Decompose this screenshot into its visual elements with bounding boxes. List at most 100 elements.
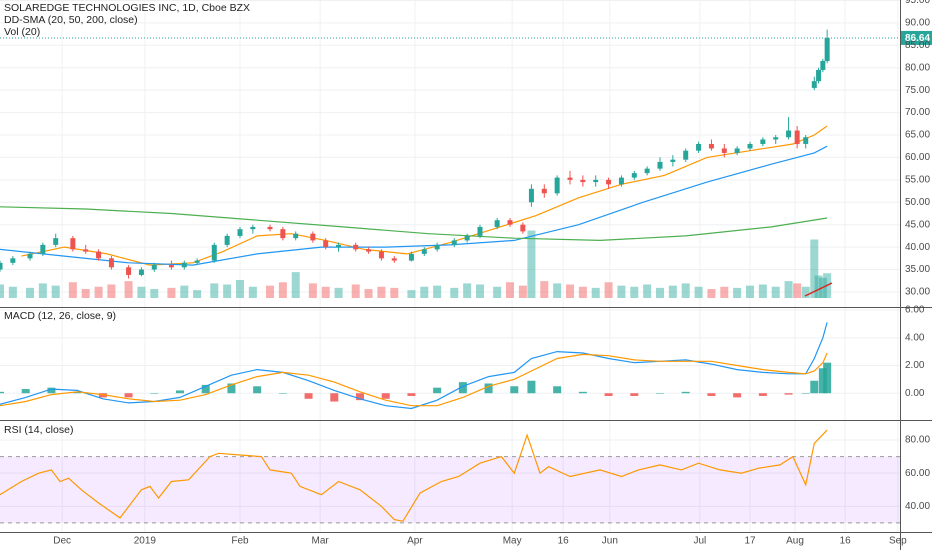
volume-bar (407, 290, 416, 298)
histogram-bar (381, 393, 390, 399)
volume-bar (38, 283, 47, 298)
histogram-bar (304, 393, 313, 399)
candle-body (408, 253, 414, 261)
candle-body (391, 258, 397, 261)
volume-bar (377, 286, 386, 298)
volume-bar (278, 282, 287, 298)
candle-body (378, 251, 384, 259)
volume-bar (94, 286, 103, 298)
histogram-bar (150, 393, 159, 394)
histogram-bar (510, 386, 519, 394)
volume-bar (771, 286, 780, 298)
y-tick-label: 45.00 (905, 219, 930, 230)
histogram-bar (758, 393, 767, 396)
y-tick-label: 50.00 (905, 197, 930, 208)
volume-bar (733, 287, 742, 298)
volume-bar (540, 281, 549, 298)
volume-bar (321, 286, 330, 298)
volume-bar (694, 286, 703, 298)
sma-line (0, 206, 828, 242)
y-tick-label: 6.00 (905, 305, 925, 316)
volume-bar (420, 286, 429, 298)
histogram-bar (356, 393, 364, 401)
y-tick-label: 90.00 (905, 18, 930, 29)
volume-bar (527, 230, 536, 298)
x-tick-label: 16 (840, 536, 852, 547)
volume-bar (604, 282, 613, 298)
candle-body (721, 148, 727, 153)
candle-body (250, 226, 256, 230)
volume-bar (107, 284, 116, 298)
candle-body (554, 177, 560, 194)
histogram-bar (823, 362, 832, 394)
y-tick-label: 0.00 (905, 388, 925, 399)
pane-title: MACD (12, 26, close, 9) (4, 310, 116, 322)
candle-body (708, 143, 714, 149)
histogram-bar (458, 382, 467, 394)
candle-body (811, 81, 817, 88)
candle-body (168, 265, 174, 268)
y-tick-label: 40.00 (905, 242, 930, 253)
candle-body (593, 179, 599, 183)
candle-body (40, 244, 46, 254)
histogram-bar (733, 393, 742, 398)
candle-body (803, 137, 809, 144)
candle-body (657, 161, 663, 169)
candle-body (53, 238, 59, 245)
volume-bar (450, 287, 459, 298)
volume-bar (681, 283, 690, 298)
candle-body (520, 224, 526, 232)
x-tick-label: Jun (602, 536, 618, 547)
volume-bar (0, 284, 4, 298)
candle-body (820, 60, 826, 70)
volume-bar (630, 286, 639, 298)
last-price-label: 86.64 (905, 33, 930, 44)
histogram-bar (681, 391, 690, 394)
y-tick-label: 80.00 (905, 435, 930, 446)
volume-bar (656, 287, 664, 298)
x-tick-label: Apr (407, 536, 423, 547)
histogram-bar (330, 393, 339, 402)
histogram-bar (47, 387, 56, 394)
volume-bar (814, 275, 823, 298)
volume-bar (193, 290, 202, 298)
volume-bar (351, 284, 360, 298)
volume-bar (51, 285, 60, 298)
rsi-line (0, 429, 828, 522)
volume-bar (137, 286, 146, 298)
candle-body (353, 244, 359, 250)
histogram-bar (433, 387, 442, 394)
x-tick-label: 17 (744, 536, 756, 547)
volume-bar (167, 287, 176, 298)
volume-bar (506, 282, 514, 298)
histogram-bar (201, 384, 210, 394)
candle-body (336, 244, 342, 248)
volume-bar (8, 286, 17, 298)
y-tick-label: 95.00 (905, 0, 930, 6)
candle-body (10, 258, 16, 263)
x-tick-label: Aug (786, 536, 804, 547)
volume-bar (518, 285, 527, 298)
y-tick-label: 70.00 (905, 107, 930, 118)
histogram-bar (227, 383, 236, 394)
volume-bar (124, 281, 133, 298)
y-tick-label: 85.00 (905, 40, 930, 51)
marks (0, 29, 932, 524)
candle-body (580, 179, 586, 183)
candle-body (267, 226, 273, 230)
volume-bar (81, 289, 90, 298)
x-tick-label: 16 (558, 536, 570, 547)
candle-body (280, 229, 286, 239)
candle-body (237, 229, 243, 236)
candle-body (108, 258, 114, 268)
volume-bar (266, 285, 274, 298)
y-tick-label: 60.00 (905, 468, 930, 479)
candle-body (760, 139, 766, 144)
indicator-label: DD-SMA (20, 50, 200, close) (4, 14, 138, 26)
histogram-bar (578, 391, 587, 394)
candle-body (323, 240, 329, 248)
candle-body (0, 262, 3, 270)
histogram-bar (124, 393, 133, 398)
volume-bar (758, 284, 767, 298)
